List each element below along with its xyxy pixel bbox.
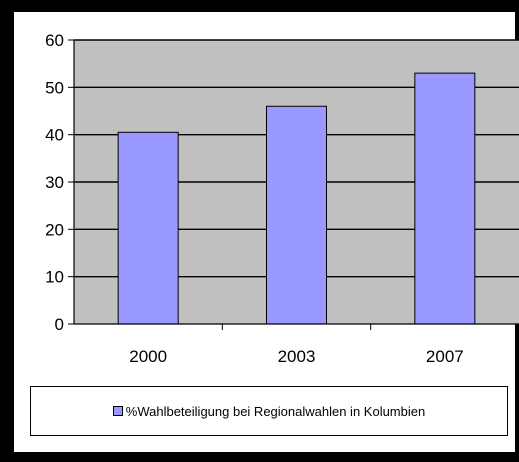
bar-2007: [414, 72, 476, 325]
bar-2000: [117, 131, 179, 325]
legend-label: %Wahlbeteiligung bei Regionalwahlen in K…: [125, 403, 426, 419]
x-tick-labels: 2000 2003 2007: [129, 347, 463, 366]
y-tick-label: 60: [45, 31, 64, 50]
axes: [68, 39, 519, 330]
y-tick-label: 0: [55, 315, 64, 334]
legend: %Wahlbeteiligung bei Regionalwahlen in K…: [30, 386, 508, 436]
bar-2003: [266, 105, 327, 325]
y-tick-label: 40: [45, 126, 64, 145]
y-tick-label: 10: [45, 268, 64, 287]
bars: [117, 72, 476, 325]
y-tick-label: 20: [45, 220, 64, 239]
y-tick-label: 30: [45, 173, 64, 192]
y-tick-label: 50: [45, 78, 64, 97]
y-tick-labels: 0 10 20 30 40 50 60: [45, 31, 64, 334]
x-tick-label: 2000: [129, 347, 167, 366]
x-tick-label: 2007: [426, 347, 464, 366]
x-tick-label: 2003: [278, 347, 316, 366]
legend-swatch: [112, 406, 123, 416]
